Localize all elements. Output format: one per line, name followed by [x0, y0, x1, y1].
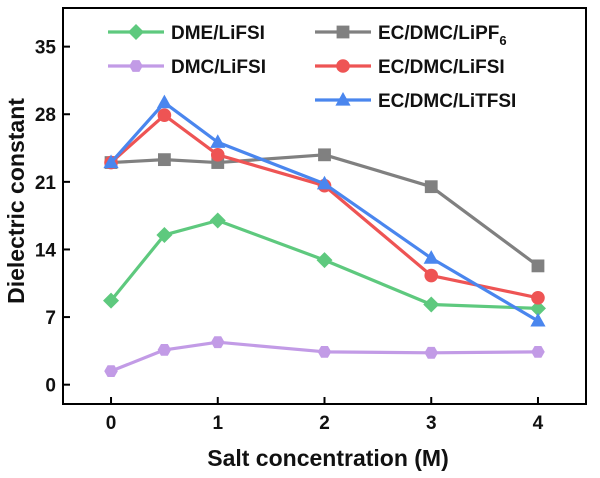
data-point-dme-lifsi: [209, 212, 226, 229]
legend-label: EC/DMC/LiTFSI: [378, 91, 516, 112]
data-point-dme-lifsi: [529, 300, 546, 317]
data-point-ec-litfsi: [210, 134, 226, 148]
series-dmc-lifsi: [104, 336, 545, 378]
data-point-ec-lipf6: [531, 259, 545, 273]
legend-label: DMC/LiFSI: [171, 57, 266, 78]
legend-marker-dme-lifsi: [128, 24, 144, 40]
data-point-ec-litfsi: [156, 94, 172, 109]
y-tick-label: 7: [45, 308, 56, 329]
data-point-dmc-lifsi: [424, 346, 439, 359]
data-point-ec-litfsi: [103, 154, 119, 169]
series-ec-litfsi: [103, 94, 546, 327]
data-point-dme-lifsi: [316, 252, 333, 269]
legend-label: EC/DMC/LiPF6: [378, 23, 507, 48]
ticks-group: 0 1 2 3 4 0 7 14 21 28 35: [35, 38, 544, 434]
series-line-ec-litfsi: [109, 101, 539, 323]
y-tick-label: 35: [35, 38, 57, 59]
legend-item-ec-litfsi: EC/DMC/LiTFSI: [315, 91, 516, 112]
x-tick-label: 2: [319, 413, 330, 434]
series-line-ec-lifsi: [109, 113, 539, 300]
y-tick-label: 21: [35, 173, 57, 194]
series-dme-lifsi: [103, 212, 546, 317]
x-tick-label: 4: [533, 413, 544, 434]
data-point-dmc-lifsi: [104, 365, 118, 378]
legend-label: EC/DMC/LiFSI: [378, 57, 505, 78]
x-tick-label: 0: [106, 413, 117, 434]
x-tick-label: 1: [212, 413, 223, 434]
data-point-ec-litfsi: [316, 175, 333, 190]
series-line-ec-lipf6: [110, 153, 539, 268]
data-point-dme-lifsi: [423, 296, 440, 313]
legend-item-dme-lifsi: DME/LiFSI: [108, 23, 265, 44]
data-point-dmc-lifsi: [210, 336, 225, 349]
legend-marker-ec-litfsi: [335, 92, 351, 106]
legend-item-ec-lipf6: EC/DMC/LiPF6: [315, 23, 507, 48]
data-point-ec-lifsi: [157, 108, 172, 123]
series-line-dme-lifsi: [109, 218, 539, 310]
y-tick-label: 0: [45, 376, 56, 397]
legend-label-subscript: 6: [499, 33, 506, 48]
data-point-dmc-lifsi: [531, 345, 545, 358]
x-tick-label: 3: [426, 413, 437, 434]
y-tick-label: 28: [35, 105, 56, 126]
data-point-ec-litfsi: [530, 312, 546, 327]
data-point-dme-lifsi: [103, 292, 120, 309]
series-ec-lifsi: [104, 108, 545, 305]
legend-marker-ec-lipf6: [336, 25, 350, 39]
series-group: [103, 94, 546, 378]
data-point-ec-lipf6: [318, 148, 331, 162]
legend-marker-ec-lifsi: [336, 59, 350, 73]
data-point-ec-lifsi: [210, 148, 225, 162]
data-point-ec-lipf6: [424, 180, 438, 194]
y-tick-label: 14: [35, 240, 57, 261]
legend-marker-dmc-lifsi: [129, 60, 143, 72]
legend-item-dmc-lifsi: DMC/LiFSI: [108, 57, 266, 78]
data-point-ec-lifsi: [531, 290, 545, 305]
legend-group: DME/LiFSI EC/DMC/LiPF6 DMC/LiFSI EC/DMC/LiF…: [108, 23, 516, 112]
legend-label: DME/LiFSI: [171, 23, 265, 44]
x-axis-title: Salt concentration (M): [207, 445, 449, 471]
data-point-ec-lipf6: [157, 153, 171, 167]
data-point-ec-litfsi: [423, 250, 439, 264]
series-line-dmc-lifsi: [110, 340, 538, 373]
data-point-ec-lifsi: [424, 268, 439, 283]
data-point-dme-lifsi: [156, 226, 173, 243]
y-axis-title: Dielectric constant: [3, 98, 29, 304]
data-point-dmc-lifsi: [157, 344, 172, 356]
data-point-dmc-lifsi: [317, 345, 332, 358]
legend-item-ec-lifsi: EC/DMC/LiFSI: [315, 57, 505, 78]
